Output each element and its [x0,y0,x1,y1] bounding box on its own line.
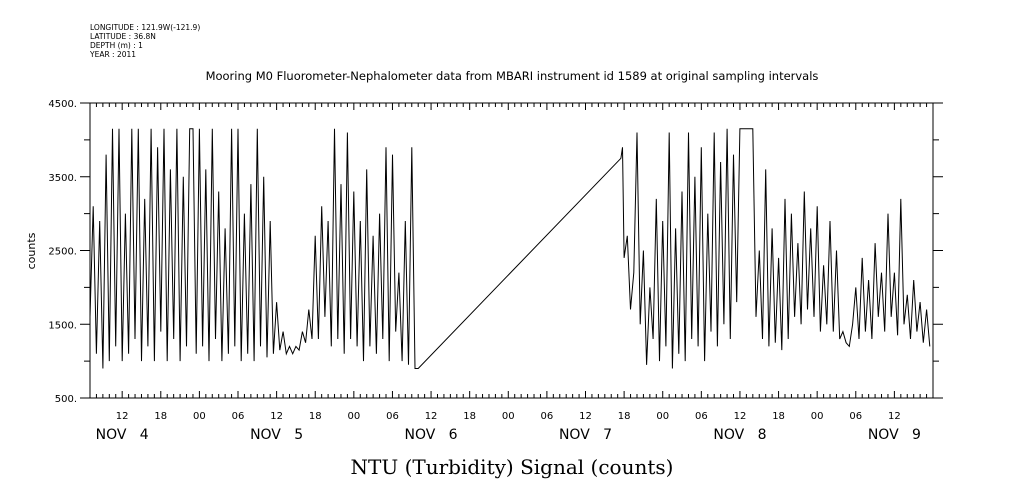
x-hour-label: 18 [463,411,476,422]
x-hour-label: 00 [656,411,669,422]
x-hour-labels: 12 18 00 06 12 18 00 06 12 18 00 06 12 18 00 06 12 18 00 06… [116,411,901,422]
y-tick-label: 500. [55,394,77,405]
x-day-label: NOV 7 [559,427,612,443]
chart-title: Mooring M0 Fluorometer-Nephalometer data… [206,69,819,83]
x-hour-label: 00 [502,411,515,422]
axis-ticks [80,102,943,399]
x-hour-label: 06 [695,411,708,422]
metadata-block: LONGITUDE : 121.9W(-121.9)LATITUDE : 36.… [89,23,200,59]
x-hour-label: 00 [347,411,360,422]
x-hour-label: 18 [309,411,322,422]
x-hour-label: 12 [270,411,283,422]
x-day-label: NOV 5 [250,427,303,443]
y-tick-label: 4500. [48,99,77,110]
x-hour-label: 12 [888,411,901,422]
y-axis-label: counts [25,232,38,269]
x-hour-label: 06 [386,411,399,422]
metadata-line: LATITUDE : 36.8N [90,32,156,41]
x-hour-label: 18 [154,411,167,422]
data-series [89,128,931,369]
x-day-label: NOV 6 [405,427,458,443]
metadata-line: DEPTH (m) : 1 [90,41,143,50]
y-tick-labels: 500. 1500. 2500. 3500. 4500. [48,99,77,405]
x-day-label: NOV 8 [713,427,766,443]
x-day-labels: NOV 4 NOV 5 NOV 6 NOV 7 NOV 8 NOV 9 [96,427,921,443]
y-tick-label: 2500. [48,247,77,258]
x-day-label: NOV 4 [96,427,149,443]
x-hour-label: 06 [232,411,245,422]
x-hour-label: 12 [734,411,747,422]
x-hour-label: 12 [116,411,129,422]
x-hour-label: 12 [579,411,592,422]
series-line [89,128,931,369]
x-hour-label: 18 [618,411,631,422]
y-tick-label: 1500. [48,320,77,331]
x-hour-label: 18 [772,411,785,422]
x-axis-label: NTU (Turbidity) Signal (counts) [351,455,674,479]
plot-frame [89,102,934,399]
x-hour-label: 00 [811,411,824,422]
x-hour-label: 00 [193,411,206,422]
y-tick-label: 3500. [48,173,77,184]
x-hour-label: 06 [849,411,862,422]
x-hour-label: 12 [425,411,438,422]
x-hour-label: 06 [541,411,554,422]
metadata-line: YEAR : 2011 [89,50,136,59]
x-day-label: NOV 9 [868,427,921,443]
metadata-line: LONGITUDE : 121.9W(-121.9) [90,23,200,32]
